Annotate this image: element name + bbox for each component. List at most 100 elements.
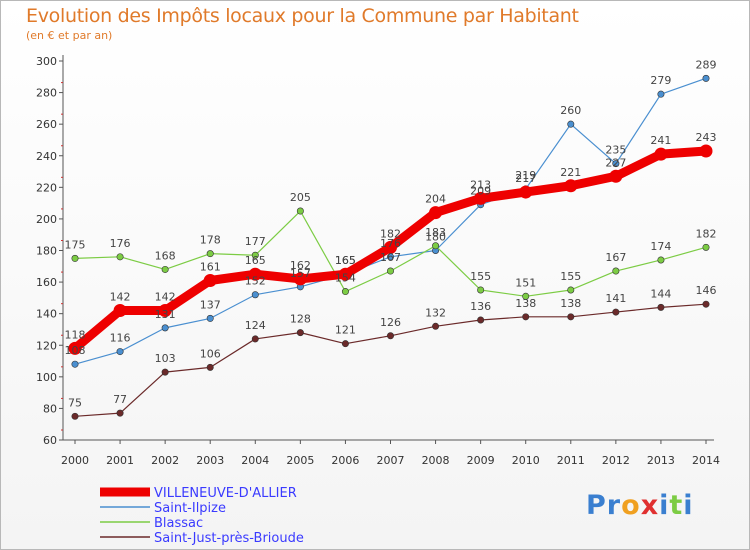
proxiti-logo: Proxiti <box>586 490 694 521</box>
data-label: 142 <box>110 291 131 304</box>
y-tick-label: 300 <box>36 55 57 68</box>
data-label: 152 <box>245 275 266 288</box>
data-label: 155 <box>470 270 491 283</box>
y-tick-label: 60 <box>43 434 57 447</box>
data-point <box>206 250 214 258</box>
data-label: 77 <box>113 393 127 406</box>
data-label: 137 <box>200 298 221 311</box>
data-point <box>161 368 169 376</box>
data-point <box>251 251 259 259</box>
data-point <box>477 316 485 324</box>
data-label: 155 <box>560 270 581 283</box>
y-tick-label: 80 <box>43 402 57 415</box>
data-label: 204 <box>425 193 446 206</box>
data-point <box>158 304 172 318</box>
data-label: 124 <box>245 319 266 332</box>
data-label: 75 <box>68 396 82 409</box>
data-point <box>296 207 304 215</box>
data-point <box>116 409 124 417</box>
data-label: 217 <box>515 172 536 185</box>
data-label: 103 <box>155 352 176 365</box>
data-label: 176 <box>110 237 131 250</box>
x-tick-label: 2000 <box>61 454 89 467</box>
y-tick-label: 140 <box>36 308 57 321</box>
data-label: 183 <box>425 226 446 239</box>
data-point <box>522 313 530 321</box>
data-label: 132 <box>425 306 446 319</box>
chart-title: Evolution des Impôts locaux pour la Comm… <box>26 5 579 27</box>
data-point <box>564 179 578 193</box>
data-point <box>338 267 352 281</box>
data-label: 116 <box>110 332 131 345</box>
data-point <box>248 267 262 281</box>
data-point <box>206 314 214 322</box>
data-point <box>161 324 169 332</box>
data-point <box>702 243 710 251</box>
data-label: 243 <box>696 131 717 144</box>
data-label: 180 <box>425 231 446 244</box>
data-point <box>612 308 620 316</box>
x-tick-label: 2013 <box>647 454 675 467</box>
data-label: 128 <box>290 313 311 326</box>
data-point <box>432 322 440 330</box>
data-label: 144 <box>650 287 671 300</box>
data-label: 146 <box>696 284 717 297</box>
data-point <box>71 254 79 262</box>
x-tick-label: 2005 <box>286 454 314 467</box>
data-label: 138 <box>515 297 536 310</box>
legend-label: Saint-Ilpize <box>154 501 226 516</box>
data-point <box>657 303 665 311</box>
data-label: 121 <box>335 324 356 337</box>
data-point <box>567 313 575 321</box>
data-point <box>113 304 127 318</box>
data-point <box>161 265 169 273</box>
x-tick-label: 2008 <box>422 454 450 467</box>
data-point <box>657 90 665 98</box>
data-point <box>657 256 665 264</box>
y-tick-label: 280 <box>36 87 57 100</box>
data-label: 167 <box>380 251 401 264</box>
data-label: 241 <box>650 134 671 147</box>
data-label: 157 <box>290 267 311 280</box>
data-label: 174 <box>650 240 671 253</box>
data-label: 138 <box>560 297 581 310</box>
data-label: 118 <box>65 328 86 341</box>
data-label: 176 <box>380 237 401 250</box>
logo-letter: x <box>640 490 660 521</box>
data-point <box>71 412 79 420</box>
legend-label: Saint-Just-près-Brioude <box>154 531 304 546</box>
data-point <box>116 348 124 356</box>
x-tick-label: 2014 <box>692 454 720 467</box>
y-tick-label: 120 <box>36 339 57 352</box>
data-point <box>293 272 307 286</box>
data-label: 126 <box>380 316 401 329</box>
data-label: 289 <box>696 58 717 71</box>
data-point <box>654 147 668 161</box>
data-label: 175 <box>65 238 86 251</box>
data-label: 165 <box>335 254 356 267</box>
logo-letter: t <box>669 490 684 521</box>
data-label: 209 <box>470 185 491 198</box>
data-point <box>116 253 124 261</box>
data-label: 213 <box>470 178 491 191</box>
y-tick-label: 240 <box>36 150 57 163</box>
data-point <box>477 286 485 294</box>
data-point <box>206 363 214 371</box>
legend-label: VILLENEUVE-D'ALLIER <box>154 486 297 501</box>
data-label: 106 <box>200 347 221 360</box>
data-point <box>429 206 443 220</box>
data-point <box>386 267 394 275</box>
data-point <box>522 292 530 300</box>
data-point <box>432 242 440 250</box>
legend-label: Blassac <box>154 516 203 531</box>
data-label: 227 <box>605 156 626 169</box>
x-tick-label: 2003 <box>196 454 224 467</box>
data-point <box>567 286 575 294</box>
data-point <box>612 267 620 275</box>
logo-letter: P <box>586 490 607 521</box>
y-tick-label: 260 <box>36 118 57 131</box>
data-label: 279 <box>650 74 671 87</box>
data-label: 260 <box>560 104 581 117</box>
